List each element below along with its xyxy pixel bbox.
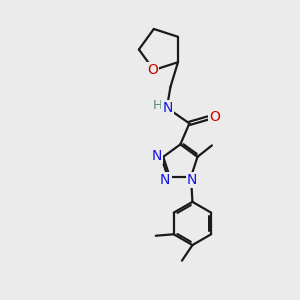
Text: O: O [209, 110, 220, 124]
Text: N: N [160, 173, 170, 187]
Text: N: N [162, 101, 173, 115]
Text: H: H [153, 100, 163, 112]
Text: N: N [187, 173, 197, 187]
Text: O: O [147, 63, 158, 77]
Text: N: N [152, 149, 162, 163]
